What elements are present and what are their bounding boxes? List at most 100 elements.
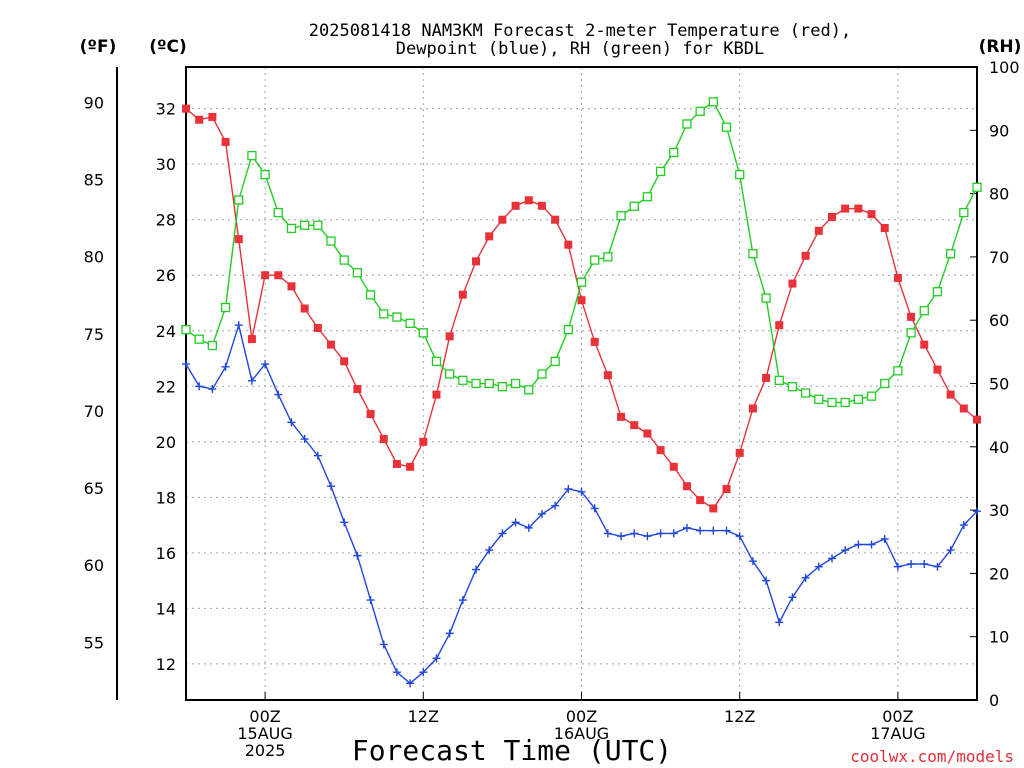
dewpoint-point: [933, 562, 942, 571]
x-tick-label: 12Z: [724, 707, 755, 726]
rh-point: [510, 378, 521, 389]
rh-point: [919, 306, 929, 316]
rh-point: [471, 378, 481, 389]
fahrenheit-tick-label: 70: [84, 402, 104, 421]
rh-tick-label: 100: [989, 58, 1020, 77]
fahrenheit-axis-label: (ºF): [80, 37, 117, 57]
dewpoint-point: [893, 562, 902, 571]
temperature-point: [669, 462, 678, 471]
temperature-point: [195, 115, 204, 124]
dewpoint-point: [274, 390, 283, 399]
dewpoint-point: [775, 618, 784, 627]
rh-point: [550, 356, 560, 366]
temperature-point: [327, 340, 336, 349]
fahrenheit-tick-label: 90: [84, 93, 104, 112]
dewpoint-point: [327, 482, 336, 491]
temperature-point: [366, 410, 375, 419]
dewpoint-point: [485, 546, 494, 555]
fahrenheit-tick-label: 80: [84, 248, 104, 267]
dewpoint-point: [617, 532, 626, 541]
dewpoint-point: [472, 565, 481, 574]
rh-point: [497, 382, 508, 392]
dewpoint-point: [551, 501, 560, 510]
fahrenheit-tick-label: 75: [84, 325, 104, 344]
temperature-point: [814, 226, 823, 235]
rh-axis-label: (RH): [979, 37, 1022, 57]
rh-tick-label: 0: [989, 691, 999, 710]
dewpoint-point: [959, 521, 968, 530]
temperature-point: [472, 257, 481, 266]
dewpoint-point: [432, 654, 441, 663]
grid-lines: [186, 67, 977, 700]
rh-point: [603, 252, 613, 262]
dewpoint-point: [353, 551, 362, 560]
dewpoint-point: [801, 573, 810, 582]
rh-point: [286, 223, 297, 234]
dewpoint-point: [524, 523, 533, 532]
temperature-point: [722, 485, 731, 493]
rh-point: [721, 122, 732, 132]
dewpoint-point: [564, 485, 573, 493]
x-tick-label: 12Z: [408, 707, 439, 726]
rh-point: [405, 318, 415, 329]
chart-title-line2: Dewpoint (blue), RH (green) for KBDL: [396, 39, 764, 59]
dewpoint-point: [511, 518, 520, 527]
dewpoint-point: [603, 529, 612, 538]
dewpoint-point: [577, 487, 586, 496]
celsius-tick-label: 20: [156, 433, 176, 452]
x-tick-label: 15AUG: [237, 724, 292, 743]
rh-point: [629, 201, 639, 211]
rh-point: [379, 309, 389, 319]
temperature-point: [458, 290, 467, 299]
temperature-point: [841, 204, 850, 213]
celsius-tick-label: 16: [156, 544, 176, 563]
temperature-point: [300, 304, 309, 313]
temperature-point: [274, 271, 283, 280]
rh-point: [299, 220, 310, 230]
temperature-point: [907, 312, 916, 321]
rh-point: [273, 207, 283, 218]
rh-point: [827, 397, 837, 408]
dewpoint-point: [300, 435, 309, 444]
dewpoint-point: [366, 596, 375, 605]
temperature-point: [643, 429, 652, 438]
rh-point: [194, 334, 204, 344]
celsius-tick-label: 26: [156, 266, 176, 285]
dewpoint-point: [208, 385, 217, 394]
rh-tick-label: 60: [989, 311, 1009, 330]
rh-point: [418, 328, 428, 338]
dewpoint-point: [498, 529, 507, 538]
temperature-point: [735, 448, 744, 457]
rh-point: [748, 249, 758, 259]
rh-point: [458, 375, 468, 385]
rh-point: [247, 150, 257, 161]
dewpoint-line: [185, 322, 978, 685]
rh-point: [840, 397, 850, 408]
temperature-point: [419, 437, 428, 446]
dewpoint-point: [247, 376, 256, 385]
temperature-point: [379, 435, 388, 444]
rh-point: [181, 325, 191, 335]
celsius-tick-label: 28: [156, 211, 176, 230]
temperature-point: [432, 390, 441, 399]
rh-point: [484, 378, 494, 389]
dewpoint-point: [234, 321, 243, 330]
dewpoint-point: [841, 546, 850, 555]
rh-tick-label: 30: [989, 501, 1009, 520]
rh-point: [616, 211, 626, 221]
temperature-point: [234, 235, 243, 244]
dewpoint-point: [537, 509, 546, 518]
celsius-tick-label: 14: [156, 599, 176, 618]
rh-point: [326, 236, 336, 246]
temperature-point: [287, 282, 296, 291]
fahrenheit-tick-label: 65: [84, 479, 104, 498]
rh-point: [260, 169, 270, 180]
dewpoint-point: [445, 629, 454, 638]
temperature-point: [617, 412, 626, 421]
dewpoint-point: [630, 529, 639, 538]
dewpoint-point: [195, 382, 204, 391]
temperature-point: [392, 460, 401, 469]
temperature-point: [788, 279, 797, 288]
dewpoint-point: [669, 529, 678, 538]
